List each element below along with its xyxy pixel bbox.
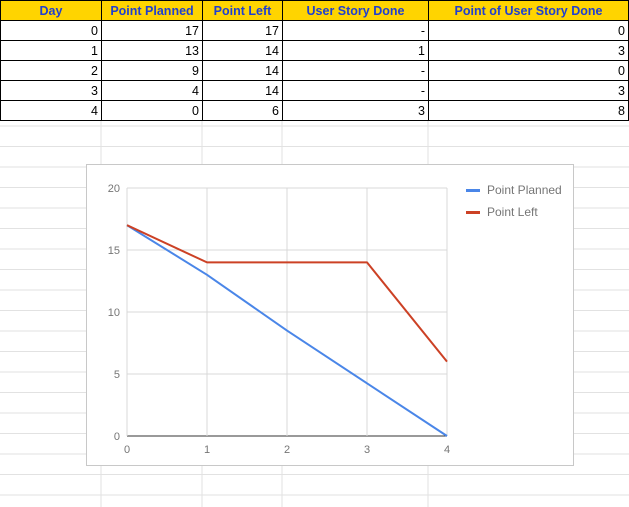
- cell-point-planned[interactable]: 4: [101, 80, 203, 101]
- y-tick-label: 15: [108, 245, 120, 257]
- legend-label-left: Point Left: [487, 205, 538, 219]
- cell-point-planned[interactable]: 17: [101, 20, 203, 41]
- x-tick-label: 3: [364, 444, 370, 456]
- cell-day[interactable]: 0: [0, 20, 102, 41]
- cell-day[interactable]: 2: [0, 60, 102, 81]
- legend-swatch-planned: [466, 188, 480, 192]
- header-point-planned[interactable]: Point Planned: [101, 0, 203, 21]
- legend-item-left[interactable]: Point Left: [466, 201, 562, 223]
- cell-point-left[interactable]: 17: [202, 20, 283, 41]
- y-tick-label: 20: [108, 183, 120, 195]
- table-row: 1 13 14 1 3: [0, 40, 629, 61]
- cell-user-story-done[interactable]: -: [282, 80, 429, 101]
- y-tick-label: 0: [114, 431, 120, 443]
- chart-legend: Point Planned Point Left: [466, 179, 562, 223]
- cell-point-planned[interactable]: 9: [101, 60, 203, 81]
- cell-user-story-done[interactable]: -: [282, 60, 429, 81]
- header-point-left[interactable]: Point Left: [202, 0, 283, 21]
- cell-point-planned[interactable]: 0: [101, 100, 203, 121]
- legend-swatch-left: [466, 210, 480, 214]
- x-tick-label: 0: [124, 444, 130, 456]
- cell-point-left[interactable]: 14: [202, 40, 283, 61]
- header-user-story-done[interactable]: User Story Done: [282, 0, 429, 21]
- header-point-of-user-story-done[interactable]: Point of User Story Done: [428, 0, 629, 21]
- series-line-point-planned: [126, 224, 448, 437]
- header-row: Day Point Planned Point Left User Story …: [0, 0, 629, 21]
- cell-day[interactable]: 4: [0, 100, 102, 121]
- chart-plot: 0 5 10 15 20 0 1 2 3 4: [108, 183, 450, 456]
- x-tick-label: 2: [284, 444, 290, 456]
- cell-point-of-user-story-done[interactable]: 8: [428, 100, 629, 121]
- header-day[interactable]: Day: [0, 0, 102, 21]
- cell-point-of-user-story-done[interactable]: 3: [428, 80, 629, 101]
- cell-user-story-done[interactable]: -: [282, 20, 429, 41]
- cell-point-left[interactable]: 14: [202, 80, 283, 101]
- cell-user-story-done[interactable]: 1: [282, 40, 429, 61]
- cell-point-of-user-story-done[interactable]: 0: [428, 20, 629, 41]
- y-tick-label: 5: [114, 369, 120, 381]
- cell-point-of-user-story-done[interactable]: 3: [428, 40, 629, 61]
- cell-day[interactable]: 3: [0, 80, 102, 101]
- legend-label-planned: Point Planned: [487, 183, 562, 197]
- x-tick-label: 4: [444, 444, 450, 456]
- data-table: Day Point Planned Point Left User Story …: [0, 0, 629, 121]
- cell-point-left[interactable]: 14: [202, 60, 283, 81]
- cell-point-planned[interactable]: 13: [101, 40, 203, 61]
- cell-point-of-user-story-done[interactable]: 0: [428, 60, 629, 81]
- legend-item-planned[interactable]: Point Planned: [466, 179, 562, 201]
- cell-user-story-done[interactable]: 3: [282, 100, 429, 121]
- x-tick-label: 1: [204, 444, 210, 456]
- table-row: 0 17 17-0: [0, 20, 629, 41]
- y-tick-label: 10: [108, 307, 120, 319]
- cell-point-left[interactable]: 6: [202, 100, 283, 121]
- table-row: 3 4 14-3: [0, 80, 629, 101]
- table-row: 2 9 14-0: [0, 60, 629, 81]
- series-line-point-left: [126, 224, 448, 363]
- cell-day[interactable]: 1: [0, 40, 102, 61]
- burndown-chart[interactable]: 0 5 10 15 20 0 1 2 3 4 Point Planned Point Left: [86, 164, 574, 466]
